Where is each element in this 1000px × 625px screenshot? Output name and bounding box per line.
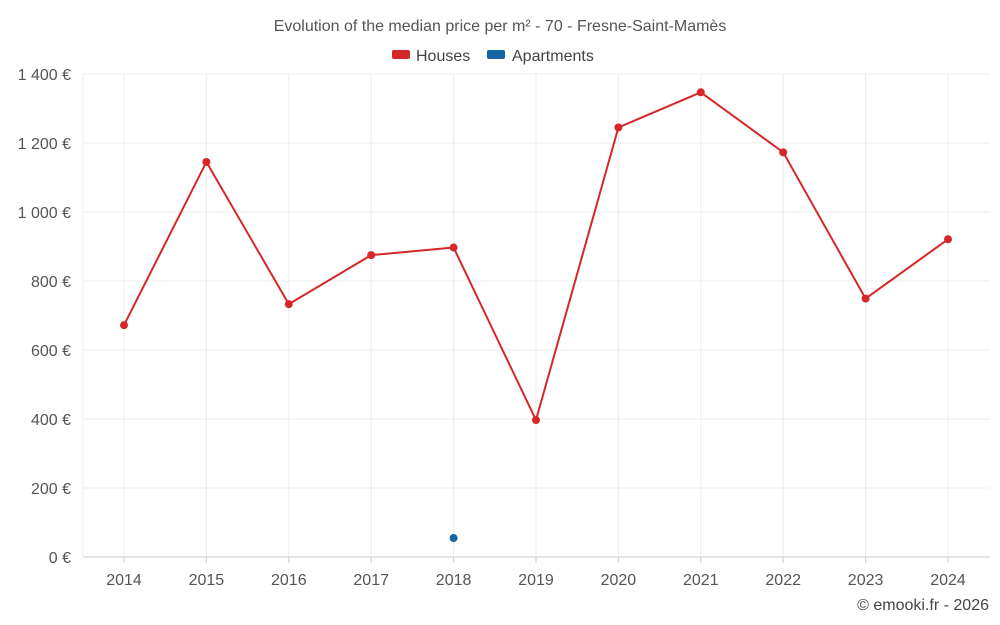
y-tick-label: 200 € (31, 481, 71, 498)
x-tick-label: 2020 (601, 572, 637, 589)
data-point-houses[interactable] (120, 321, 128, 330)
x-tick-label: 2024 (930, 572, 966, 589)
y-tick-label: 400 € (31, 412, 71, 429)
y-tick-label: 1 400 € (18, 67, 71, 84)
y-tick-label: 0 € (49, 550, 71, 567)
x-axis: 2014 2015 2016 2017 2018 2019 2020 2021 2022 2023… (106, 572, 966, 589)
data-point-houses[interactable] (449, 243, 458, 252)
x-tick-label: 2019 (518, 572, 554, 589)
data-point-houses[interactable] (532, 416, 540, 425)
x-tick-label: 2017 (353, 572, 389, 589)
legend-label-apartments[interactable]: Apartments (512, 48, 594, 65)
data-point-houses[interactable] (202, 157, 211, 166)
data-point-houses[interactable] (696, 88, 705, 97)
y-axis: 0 € 200 € 400 € 600 € 800 € 1 000 € 1 200 € 1 4… (18, 67, 71, 567)
x-tick-label: 2018 (436, 572, 472, 589)
x-tick-label: 2021 (683, 572, 719, 589)
credit-text: © emooki.fr - 2026 (857, 597, 989, 614)
data-point-apartments[interactable] (449, 534, 458, 543)
series-layer (120, 88, 952, 543)
data-point-houses[interactable] (614, 123, 623, 132)
legend-swatch-apartments (487, 50, 505, 59)
data-point-houses[interactable] (284, 300, 293, 309)
y-tick-label: 1 000 € (18, 205, 71, 222)
x-tick-label: 2014 (106, 572, 142, 589)
x-tick-label: 2015 (189, 572, 225, 589)
chart-title: Evolution of the median price per m² - 7… (274, 18, 727, 35)
data-point-houses[interactable] (779, 148, 788, 157)
legend: Houses Apartments (392, 48, 594, 65)
y-tick-label: 800 € (31, 274, 71, 291)
legend-label-houses[interactable]: Houses (416, 48, 470, 65)
gridlines (82, 73, 990, 563)
data-point-houses[interactable] (367, 251, 376, 260)
data-point-houses[interactable] (944, 235, 952, 244)
x-tick-label: 2016 (271, 572, 307, 589)
y-tick-label: 600 € (31, 343, 71, 360)
y-tick-label: 1 200 € (18, 136, 71, 153)
data-point-houses[interactable] (861, 294, 870, 303)
x-tick-label: 2022 (765, 572, 801, 589)
legend-swatch-houses (392, 50, 410, 59)
x-tick-label: 2023 (848, 572, 884, 589)
